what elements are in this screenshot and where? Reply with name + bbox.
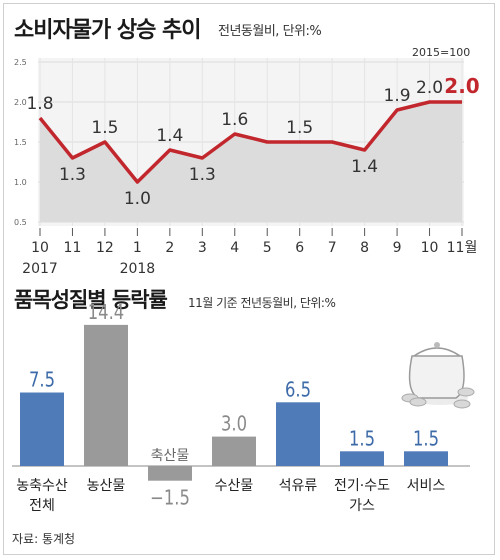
category-label: 전기·수도: [334, 478, 390, 494]
data-label: 1.8: [26, 94, 53, 114]
series-line: [38, 100, 462, 184]
bar: [148, 466, 192, 481]
source-note: 자료: 통계청: [12, 532, 76, 546]
bar: [404, 451, 448, 466]
x-tick-label: 10: [31, 240, 49, 256]
category-label: 수산물: [215, 478, 254, 494]
bar-chart-unit: 11월 기준 전년동월비, 단위:%: [188, 296, 336, 310]
graphic-frame: [3, 3, 495, 555]
bar: [20, 392, 64, 466]
data-label: 1.3: [189, 165, 216, 185]
line-chart-unit: 전년동월비, 단위:%: [218, 24, 322, 39]
x-tick-label: 10: [421, 240, 439, 256]
x-tick-label: 11: [64, 240, 82, 256]
bar-value-label: 3.0: [221, 413, 247, 436]
line-chart: 2.5 2.0 1.5 1.0 0.5 1.8 1.3 1.5 1.0 1.4 1.3 1.6 1.5 1…: [14, 58, 480, 277]
y-tick-label: 0.5: [14, 218, 27, 227]
x-tick-label: 9: [393, 240, 402, 256]
x-tick-label: 7: [328, 240, 337, 256]
x-tick-label: 6: [295, 240, 304, 256]
x-tick-label: 5: [263, 240, 272, 256]
purse-knob: [434, 342, 440, 348]
bar-value-label: 1.5: [413, 428, 439, 451]
purse-body: [408, 355, 465, 399]
data-label: 1.6: [221, 110, 248, 130]
bar: [276, 402, 320, 466]
data-label: 1.4: [156, 126, 183, 146]
category-label: 농축수산: [16, 478, 68, 494]
category-label-line2: 전체: [29, 498, 55, 514]
category-label: 농산물: [87, 478, 126, 494]
bar-value-label: 14.4: [88, 301, 124, 324]
x-tick-label: 2: [165, 240, 174, 256]
category-label: 축산물: [151, 448, 190, 464]
x-tick-label: 12: [96, 240, 114, 256]
x-tick-label: 11월: [447, 240, 478, 256]
x-tick-label: 1: [133, 240, 142, 256]
x-tick-label: 4: [230, 240, 239, 256]
base-year-note: 2015=100: [412, 46, 471, 59]
data-label: 1.5: [286, 118, 313, 138]
coin-purse-illustration: [401, 342, 475, 409]
bar-value-label: 7.5: [29, 369, 55, 392]
bar-value-label: 6.5: [285, 379, 311, 402]
year-label: 2017: [22, 261, 58, 277]
data-label: 1.5: [91, 118, 118, 138]
y-tick-label: 2.5: [14, 58, 27, 67]
purse-clasp: [413, 347, 461, 357]
x-tick-label: 8: [360, 240, 369, 256]
data-label: 2.0: [444, 74, 479, 98]
bar: [212, 436, 256, 466]
category-label: 서비스: [407, 478, 446, 494]
data-label: 1.0: [124, 189, 151, 209]
area-fill: [40, 102, 462, 222]
data-label: 1.4: [351, 157, 378, 177]
bar-chart-title: 품목성질별 등락률: [14, 288, 168, 312]
coin: [409, 397, 427, 407]
y-tick-label: 2.0: [14, 98, 27, 107]
year-label: 2018: [120, 261, 156, 277]
bar-value-label: 1.5: [349, 428, 375, 451]
x-tick-label: 3: [198, 240, 207, 256]
bar-value-label: −1.5: [150, 487, 190, 510]
bar: [84, 324, 128, 466]
category-label-line2: 가스: [349, 498, 375, 514]
bar: [340, 451, 384, 466]
data-label: 1.9: [384, 86, 411, 106]
y-tick-label: 1.0: [14, 178, 27, 187]
category-label: 석유류: [279, 478, 318, 494]
data-label: 1.3: [59, 165, 86, 185]
data-label: 2.0: [416, 78, 443, 98]
y-tick-label: 1.5: [14, 138, 27, 147]
coin: [453, 399, 471, 409]
line-chart-title: 소비자물가 상승 추이: [14, 18, 201, 43]
coin: [457, 387, 475, 397]
